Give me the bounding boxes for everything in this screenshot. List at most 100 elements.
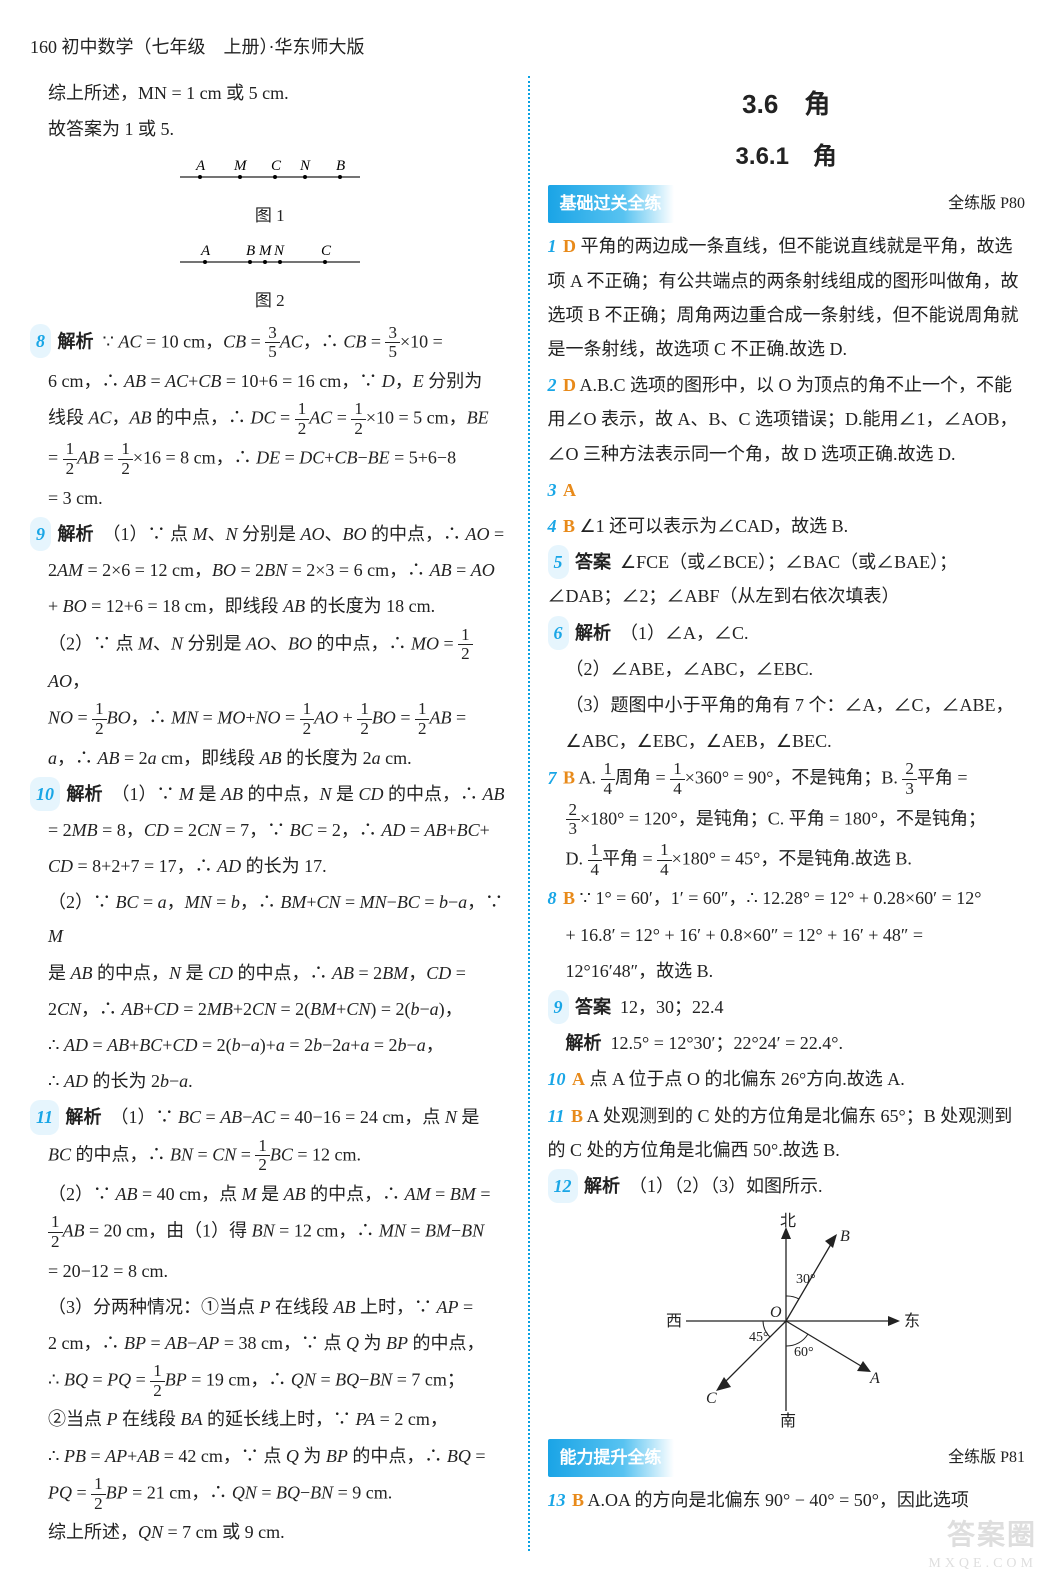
q10-l5: 是 AB 的中点，N 是 CD 的中点，∴ AB = 2BM，CD = <box>30 956 510 990</box>
section-3-6: 3.6 角 <box>548 80 1026 129</box>
page-ref-1: 全练版 P80 <box>948 189 1025 219</box>
q9: 9 解析 （1）∵ 点 M、N 分别是 AO、BO 的中点，∴ AO = <box>30 517 510 551</box>
q10-l4: （2）∵ BC = a，MN = b，∴ BM+CN = MN−BC = b−a… <box>30 885 510 953</box>
q8-label: 解析 <box>58 331 94 351</box>
svg-text:45°: 45° <box>749 1330 769 1345</box>
q8-number: 8 <box>30 324 51 358</box>
svg-text:N: N <box>299 158 311 174</box>
watermark-small: MXQE.COM <box>928 1551 1037 1577</box>
r-q12-num: 12 <box>548 1169 578 1203</box>
q9-l4: （2）∵ 点 M、N 分别是 AO、BO 的中点，∴ MO = 12AO， <box>30 626 510 699</box>
svg-text:M: M <box>233 158 248 174</box>
svg-text:A: A <box>200 243 211 259</box>
r-q1: 1 D 平角的两边成一条直线，但不能说直线就是平角，故选项 A 不正确；有公共端… <box>548 229 1026 366</box>
q8-l3: 线段 AC，AB 的中点，∴ DC = 12AC = 12×10 = 5 cm，… <box>30 400 510 438</box>
r-q6-l4: ∠ABC，∠EBC，∠AEB，∠BEC. <box>548 724 1026 758</box>
r-q11-num: 11 <box>548 1099 565 1133</box>
r-q2: 2 D A.B.C 选项的图形中，以 O 为顶点的角不止一个，不能用∠O 表示，… <box>548 368 1026 471</box>
r-q5: 5 答案 ∠FCE（或∠BCE）；∠BAC（或∠BAE）；∠DAB；∠2；∠AB… <box>548 545 1026 613</box>
r-q10-text: 点 A 位于点 O 的北偏东 26°方向.故选 A. <box>590 1069 905 1089</box>
r-q4-ans: B <box>563 516 575 536</box>
r-q4-num: 4 <box>548 509 557 543</box>
q11-l7: 2 cm，∴ BP = AB−AP = 38 cm，∵ 点 Q 为 BP 的中点… <box>30 1326 510 1360</box>
r-q6-label: 解析 <box>575 623 611 643</box>
r-q13-ans: B <box>572 1490 584 1510</box>
figure-1-label: 图 1 <box>30 200 510 232</box>
r-q9-anstext: 12，30；22.4 <box>620 997 724 1017</box>
right-column: 3.6 角 3.6.1 角 基础过关全练 全练版 P80 1 D 平角的两边成一… <box>528 76 1026 1551</box>
q8-l2: 6 cm，∴ AB = AC+CB = 10+6 = 16 cm，∵ D，E 分… <box>30 364 510 398</box>
r-q8-l3: 12°16′48″，故选 B. <box>548 954 1026 988</box>
svg-text:A: A <box>195 158 206 174</box>
q11-l3: （2）∵ AB = 40 cm，点 M 是 AB 的中点，∴ AM = BM = <box>30 1177 510 1211</box>
r-q4-text: ∠1 还可以表示为∠CAD，故选 B. <box>580 516 849 536</box>
page-header: 160 初中数学（七年级 上册）·华东师大版 <box>30 30 1025 64</box>
q10-l6: 2CN，∴ AB+CD = 2MB+2CN = 2(BM+CN) = 2(b−a… <box>30 992 510 1026</box>
left-column: 综上所述，MN = 1 cm 或 5 cm. 故答案为 1 或 5. A M C… <box>30 76 528 1551</box>
svg-text:60°: 60° <box>794 1345 814 1360</box>
q10-l2: = 2MB = 8，CD = 2CN = 7，∵ BC = 2，∴ AD = A… <box>30 813 510 847</box>
svg-text:O: O <box>770 1304 782 1321</box>
number-line-2: A B M N C <box>160 238 380 274</box>
svg-text:B: B <box>246 243 255 259</box>
compass-diagram: 北 南 东 西 30° 60° 45° O A B C <box>636 1211 936 1431</box>
r-q1-num: 1 <box>548 229 557 263</box>
q9-number: 9 <box>30 517 51 551</box>
q10-number: 10 <box>30 777 60 811</box>
r-q13-num: 13 <box>548 1483 566 1517</box>
r-q3-ans: A <box>563 480 576 500</box>
q11-l12: 综上所述，QN = 7 cm 或 9 cm. <box>30 1515 510 1549</box>
r-q9: 9 答案 12，30；22.4 <box>548 990 1026 1024</box>
r-q8-l2: + 16.8′ = 12° + 16′ + 0.8×60″ = 12° + 16… <box>548 918 1026 952</box>
r-q9-num: 9 <box>548 990 569 1024</box>
q11-l6: （3）分两种情况：①当点 P 在线段 AB 上时，∵ AP = <box>30 1290 510 1324</box>
q10-l7: ∴ AD = AB+BC+CD = 2(b−a)+a = 2b−2a+a = 2… <box>30 1028 510 1062</box>
svg-text:C: C <box>271 158 282 174</box>
banner-ability: 能力提升全练 <box>548 1439 674 1477</box>
r-q12-label: 解析 <box>584 1176 620 1196</box>
number-line-1: A M C N B <box>160 153 380 189</box>
q11-l11: PQ = 12BP = 21 cm，∴ QN = BQ−BN = 9 cm. <box>30 1475 510 1513</box>
r-q9-anslabel: 答案 <box>575 997 611 1017</box>
svg-text:A: A <box>869 1370 880 1387</box>
q11-label: 解析 <box>66 1107 102 1127</box>
q10-label: 解析 <box>67 784 103 804</box>
r-q11-ans: B <box>571 1106 583 1126</box>
r-q2-ans: D <box>563 375 576 395</box>
svg-text:东: 东 <box>904 1312 920 1330</box>
r-q6-l3: （3）题图中小于平角的角有 7 个：∠A，∠C，∠ABE， <box>548 688 1026 722</box>
intro-line-1: 综上所述，MN = 1 cm 或 5 cm. <box>30 76 510 110</box>
r-q2-num: 2 <box>548 368 557 402</box>
r-q13-text: A.OA 的方向是北偏东 90° − 40° = 50°，因此选项 <box>588 1490 969 1510</box>
r-q2-text: A.B.C 选项的图形中，以 O 为顶点的角不止一个，不能用∠O 表示，故 A、… <box>548 375 1018 463</box>
q9-l3: + BO = 12+6 = 18 cm，即线段 AB 的长度为 18 cm. <box>30 589 510 623</box>
svg-text:B: B <box>336 158 345 174</box>
svg-text:C: C <box>321 243 332 259</box>
q11-l4: 12AB = 20 cm，由（1）得 BN = 12 cm，∴ MN = BM−… <box>30 1213 510 1251</box>
r-q8-ans: B <box>563 888 575 908</box>
svg-text:C: C <box>706 1390 717 1407</box>
q9-l2: 2AM = 2×6 = 12 cm，BO = 2BN = 2×3 = 6 cm，… <box>30 553 510 587</box>
figure-2-label: 图 2 <box>30 285 510 317</box>
r-q3: 3 A <box>548 473 1026 507</box>
q10-l3: CD = 8+2+7 = 17，∴ AD 的长为 17. <box>30 849 510 883</box>
r-q6-num: 6 <box>548 616 569 650</box>
q10: 10 解析 （1）∵ M 是 AB 的中点，N 是 CD 的中点，∴ AB <box>30 777 510 811</box>
q9-l6: a，∴ AB = 2a cm，即线段 AB 的长度为 2a cm. <box>30 741 510 775</box>
banner-basic: 基础过关全练 <box>548 185 674 223</box>
figure-2: A B M N C 图 2 <box>30 238 510 317</box>
r-q7-ans: B <box>563 768 575 788</box>
r-q10-num: 10 <box>548 1062 566 1096</box>
r-q7: 7 B A. 14周角 = 14×360° = 90°，不是钝角；B. 23平角… <box>548 760 1026 798</box>
page-ref-2: 全练版 P81 <box>948 1443 1025 1473</box>
r-q9-explabel: 解析 <box>566 1033 602 1053</box>
r-q11: 11 B A 处观测到的 C 处的方位角是北偏东 65°；B 处观测到的 C 处… <box>548 1099 1026 1167</box>
svg-text:南: 南 <box>780 1412 796 1430</box>
svg-text:B: B <box>840 1228 850 1245</box>
r-q8-num: 8 <box>548 881 557 915</box>
q11-l5: = 20−12 = 8 cm. <box>30 1254 510 1288</box>
q11: 11 解析 （1）∵ BC = AB−AC = 40−16 = 24 cm，点 … <box>30 1100 510 1134</box>
banner-row-2: 能力提升全练 全练版 P81 <box>548 1439 1026 1477</box>
q11-l2: BC 的中点，∴ BN = CN = 12BC = 12 cm. <box>30 1137 510 1175</box>
svg-text:30°: 30° <box>796 1272 816 1287</box>
